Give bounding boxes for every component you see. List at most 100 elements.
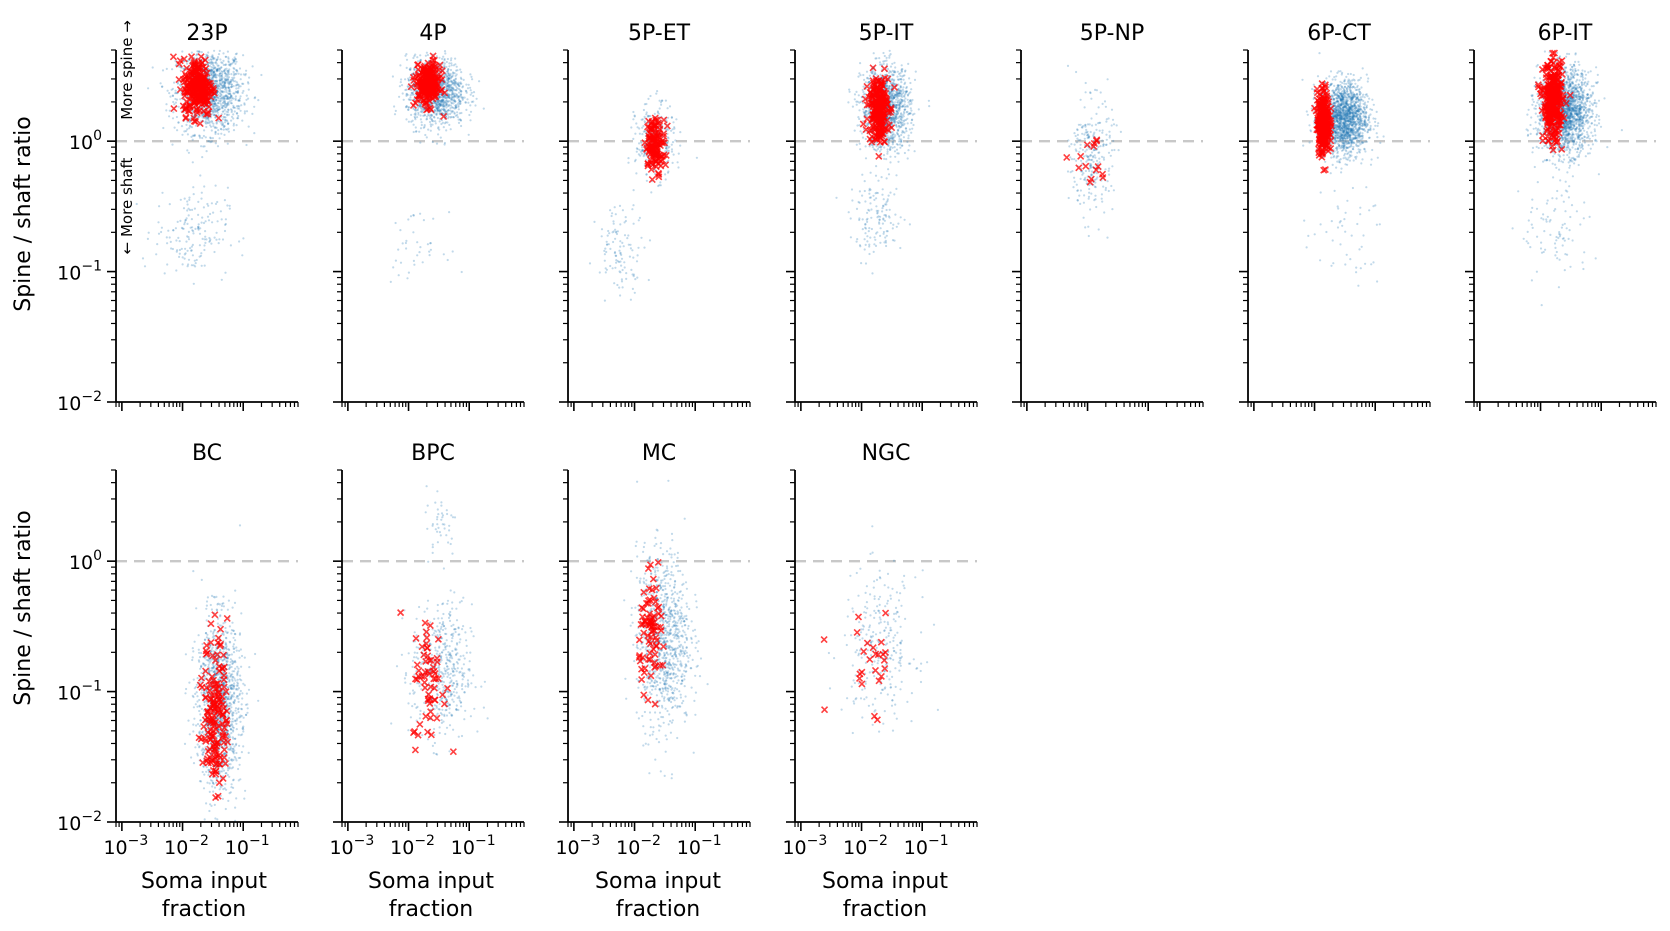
population-point (175, 91, 178, 94)
population-point (907, 149, 910, 152)
population-point (206, 121, 209, 124)
population-point (215, 231, 218, 234)
population-point (229, 64, 232, 67)
population-point (235, 91, 238, 94)
population-point (229, 96, 232, 99)
population-point (623, 234, 627, 237)
population-point (227, 73, 230, 76)
population-point (435, 104, 438, 108)
population-point (619, 271, 622, 274)
population-point (218, 69, 221, 72)
population-point (401, 92, 404, 95)
population-point (205, 53, 208, 56)
population-point (207, 119, 210, 122)
population-point (213, 96, 216, 100)
population-point (450, 101, 453, 104)
population-point (416, 254, 419, 257)
population-point (174, 97, 177, 101)
population-point (236, 117, 239, 120)
population-point (206, 63, 209, 66)
population-point (438, 101, 441, 104)
population-point (245, 110, 249, 113)
population-point (236, 107, 239, 110)
population-point (457, 95, 460, 99)
population-point (220, 77, 223, 80)
population-point (224, 88, 227, 91)
population-point (198, 50, 201, 54)
population-point (619, 245, 622, 248)
population-point (215, 88, 218, 91)
population-point (185, 123, 188, 126)
population-point (227, 103, 230, 106)
population-point (222, 52, 225, 55)
population-point (224, 103, 227, 106)
population-point (188, 196, 191, 199)
population-point (862, 108, 865, 111)
population-point (628, 255, 632, 258)
population-point (450, 62, 453, 65)
population-point (176, 220, 179, 223)
population-point (219, 107, 222, 111)
population-point (221, 238, 225, 241)
population-point (464, 101, 467, 104)
population-point (404, 78, 407, 81)
population-point (198, 135, 201, 138)
population-point (616, 260, 619, 263)
population-point (450, 57, 453, 60)
population-point (443, 57, 446, 61)
population-point (223, 82, 226, 85)
population-point (223, 86, 226, 89)
population-point (634, 278, 637, 281)
population-point (637, 219, 640, 222)
population-point (200, 221, 203, 224)
population-point (902, 90, 905, 93)
population-point (236, 91, 239, 94)
population-point (459, 82, 462, 85)
population-point (413, 263, 416, 266)
population-point (440, 100, 443, 103)
population-point (171, 68, 174, 71)
population-point (631, 249, 634, 252)
population-point (624, 219, 628, 223)
population-point (859, 130, 862, 133)
population-point (237, 87, 240, 90)
population-point (192, 232, 195, 235)
population-point (239, 85, 242, 88)
population-point (229, 108, 233, 111)
population-point (245, 143, 248, 147)
population-point (443, 50, 447, 53)
population-point (226, 122, 230, 126)
population-point (901, 68, 904, 71)
population-point (217, 85, 220, 88)
population-point (211, 76, 214, 79)
population-point (227, 122, 230, 125)
population-point (889, 65, 893, 68)
population-point (442, 126, 445, 129)
population-point (198, 50, 201, 53)
highlight-point (197, 53, 205, 61)
population-point (232, 104, 235, 107)
population-point (204, 136, 207, 139)
population-point (636, 254, 639, 257)
population-point (231, 58, 234, 61)
population-point (219, 72, 222, 75)
population-point (213, 96, 216, 99)
population-point (213, 111, 216, 114)
population-point (230, 102, 233, 105)
population-point (257, 99, 260, 102)
population-point (186, 265, 189, 268)
population-point (452, 87, 455, 90)
population-point (409, 68, 412, 71)
population-point (217, 129, 220, 132)
population-point (214, 142, 217, 145)
population-point (213, 74, 216, 77)
population-point (196, 50, 199, 53)
population-point (232, 74, 235, 77)
population-point (241, 254, 244, 257)
population-point (443, 64, 446, 67)
population-point (224, 81, 227, 84)
population-point (235, 124, 238, 127)
population-point (859, 148, 862, 151)
population-point (398, 95, 401, 98)
population-point (224, 95, 228, 98)
